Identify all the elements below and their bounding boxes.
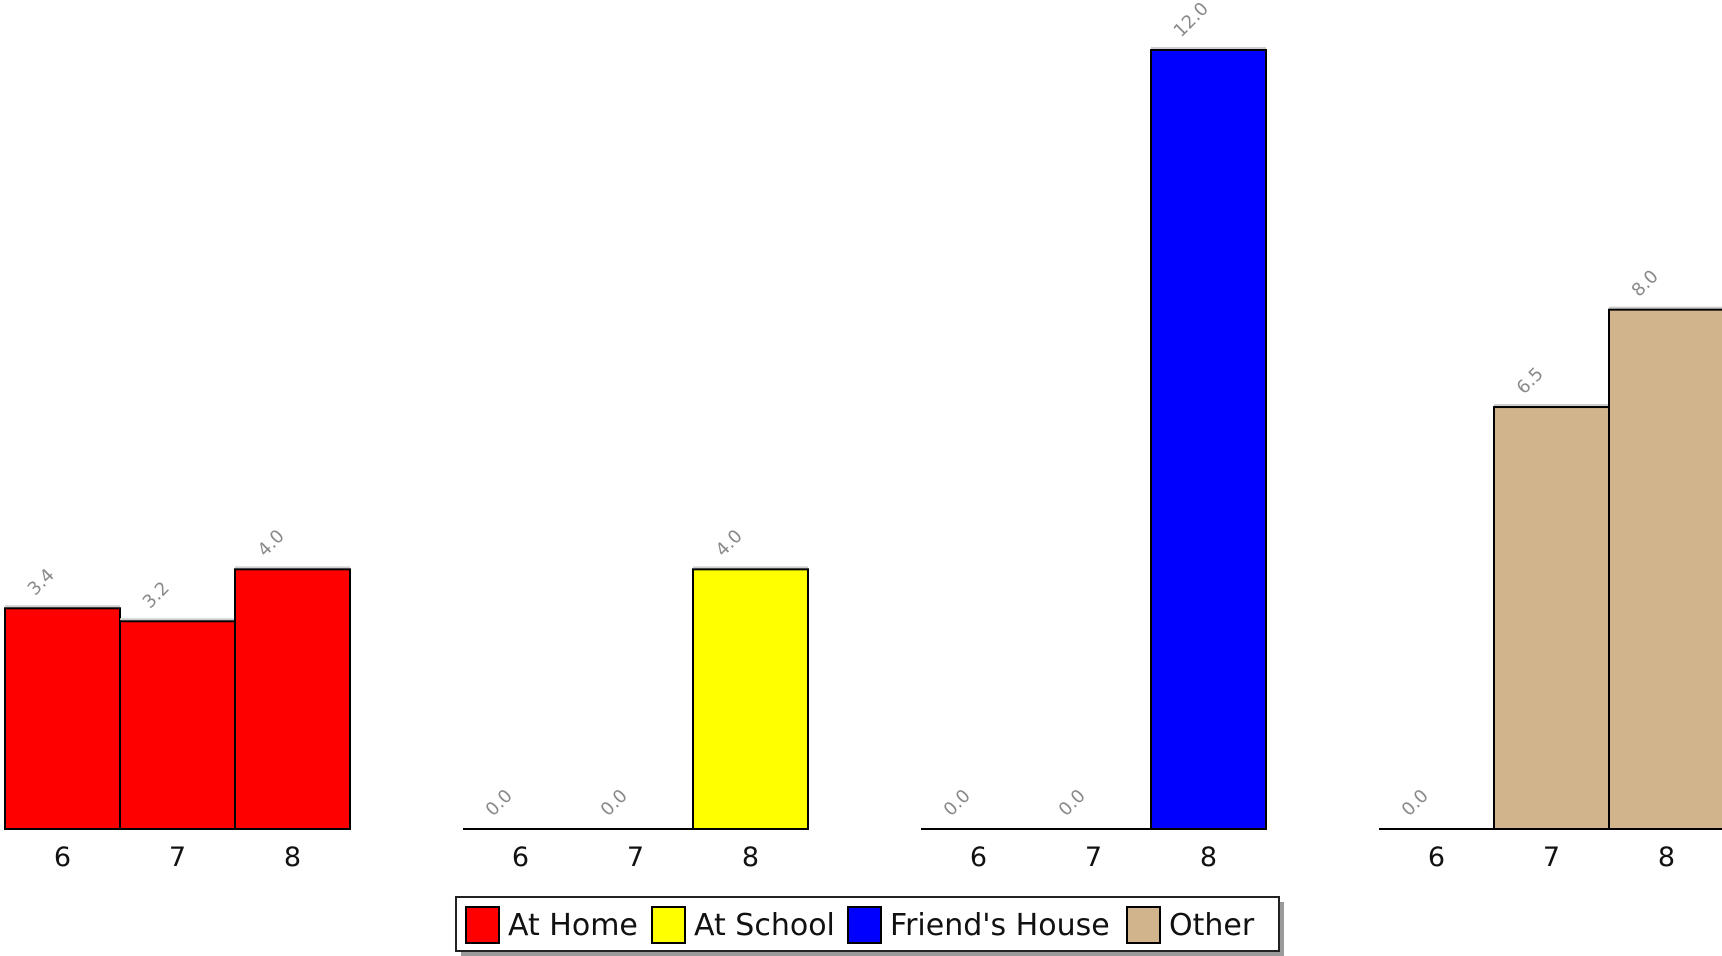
bar-value-label: 8.0 [1628, 266, 1663, 301]
legend-swatch-other [1126, 906, 1161, 944]
bar-value-label: 4.0 [254, 526, 289, 561]
panel-at-home: 3.4 6 3.2 7 4.0 8 [4, 526, 351, 873]
bar-value-label: 0.0 [597, 785, 632, 820]
legend-label-at-home: At Home [508, 908, 638, 943]
x-tick-label: 6 [512, 842, 529, 873]
bar-value-label: 3.4 [24, 565, 59, 600]
x-tick-label: 7 [1543, 842, 1560, 873]
bar-value-label: 6.5 [1513, 363, 1548, 398]
x-tick-label: 7 [627, 842, 644, 873]
x-tick-label: 7 [169, 842, 186, 873]
chart-panels: 3.463.274.080.060.074.080.060.0712.080.0… [4, 0, 1722, 873]
x-tick-label: 8 [742, 842, 759, 873]
bar-at-home-7 [119, 620, 236, 830]
legend-label-other: Other [1169, 908, 1255, 943]
legend-label-friends-house: Friend's House [890, 908, 1110, 943]
bar-value-label: 12.0 [1170, 0, 1213, 42]
x-tick-label: 8 [284, 842, 301, 873]
bar-friend-s-house-8 [1150, 49, 1267, 830]
x-tick-label: 7 [1085, 842, 1102, 873]
bar-value-label: 0.0 [1055, 785, 1090, 820]
x-tick-label: 6 [970, 842, 987, 873]
x-tick-label: 8 [1658, 842, 1675, 873]
bar-value-label: 0.0 [1398, 785, 1433, 820]
legend-swatch-at-school [651, 906, 686, 944]
panel-friend-s-house: 0.0 6 0.0 7 12.0 8 [921, 0, 1267, 873]
bar-value-label: 0.0 [482, 785, 517, 820]
bar-at-school-8 [692, 568, 809, 830]
panel-other: 0.0 6 6.5 7 8.0 8 [1379, 266, 1722, 873]
legend-swatch-friends-house [847, 906, 882, 944]
bar-at-home-8 [234, 568, 351, 830]
bar-other-8 [1608, 308, 1722, 830]
bar-value-label: 0.0 [940, 785, 975, 820]
legend-swatch-at-home [465, 906, 500, 944]
bar-value-label: 3.2 [139, 578, 174, 613]
bar-other-7 [1493, 406, 1610, 830]
bar-value-label: 4.0 [712, 526, 747, 561]
x-tick-label: 6 [54, 842, 71, 873]
legend-label-at-school: At School [694, 908, 835, 943]
x-tick-label: 6 [1428, 842, 1445, 873]
legend: At Home At School Friend's House Other [455, 896, 1284, 956]
panel-at-school: 0.0 6 0.0 7 4.0 8 [463, 526, 809, 873]
x-tick-label: 8 [1200, 842, 1217, 873]
bar-at-home-6 [4, 607, 121, 830]
